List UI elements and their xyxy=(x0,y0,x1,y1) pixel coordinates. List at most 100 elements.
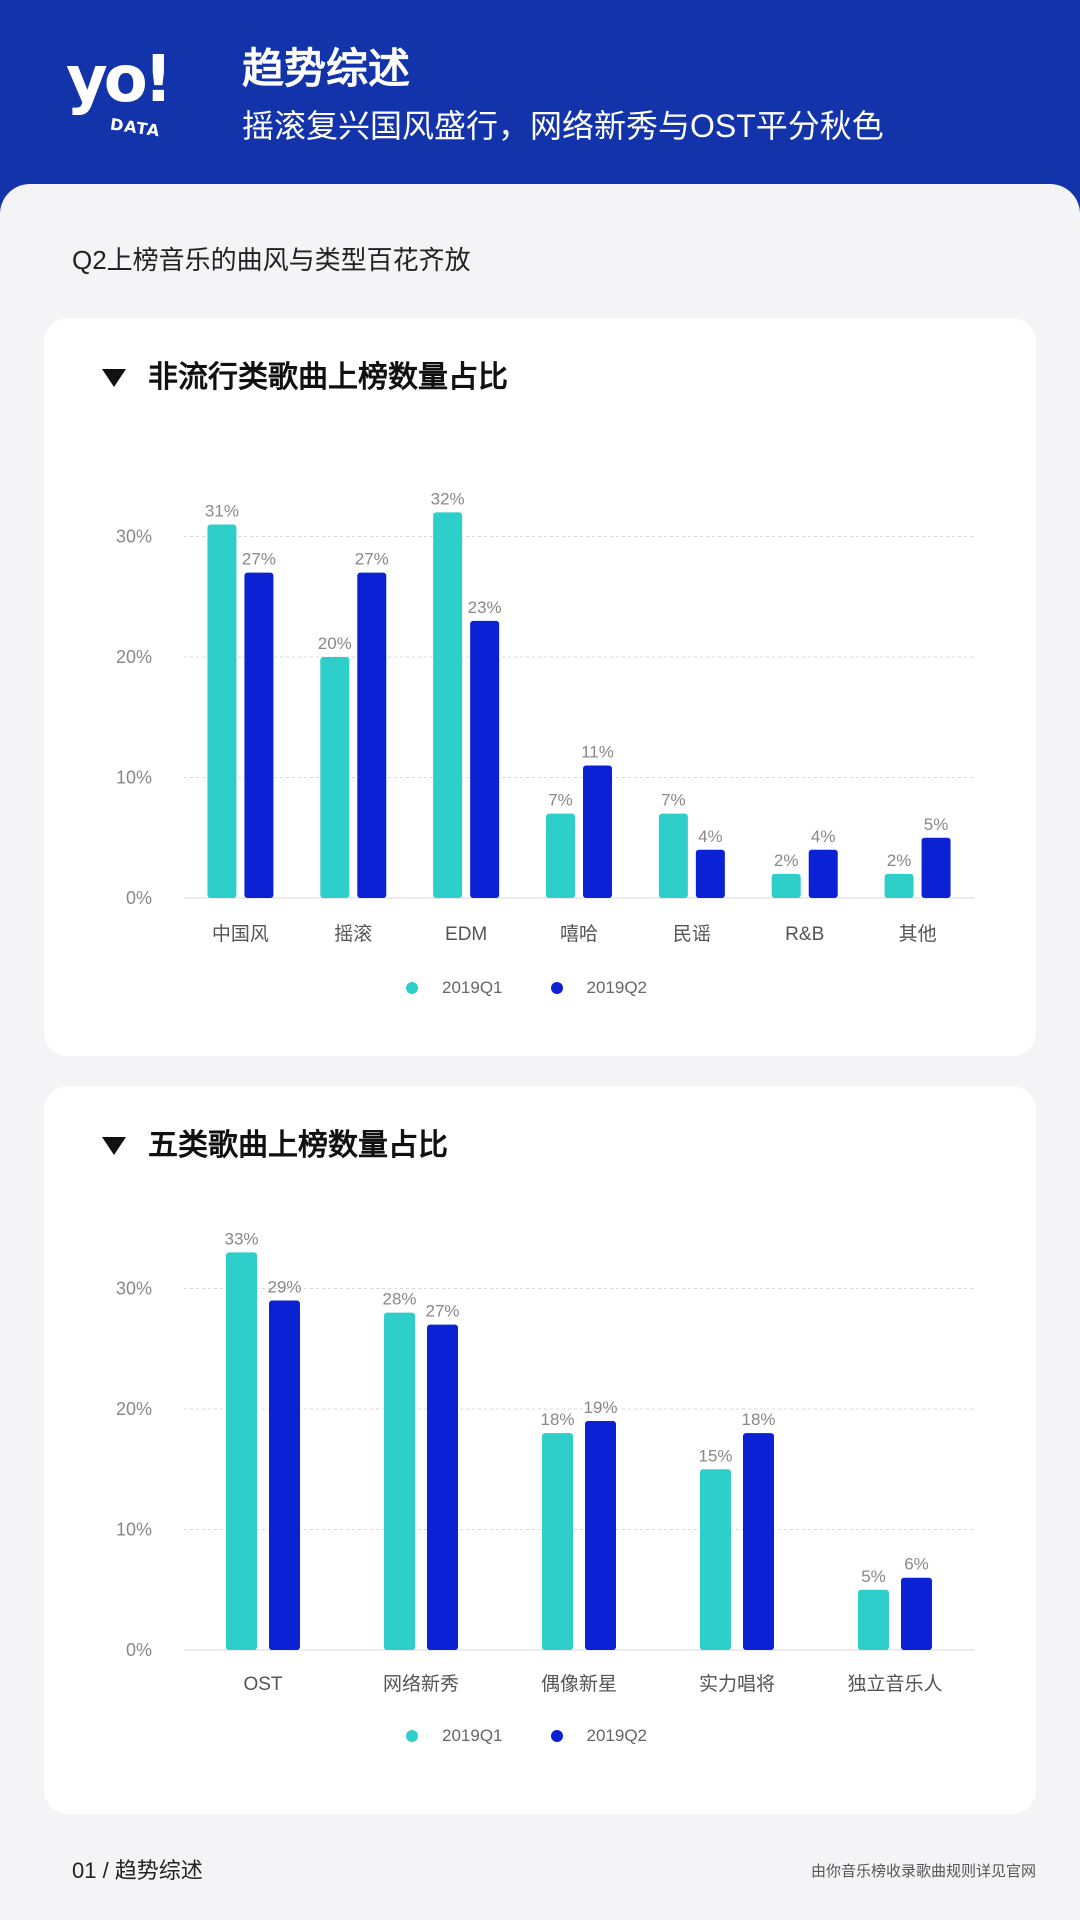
data-label: 27% xyxy=(425,1302,459,1321)
legend-dot-q2 xyxy=(550,1730,563,1742)
data-label: 5% xyxy=(861,1567,886,1586)
data-label: 2% xyxy=(774,851,799,870)
bar xyxy=(357,572,387,898)
data-label: 18% xyxy=(741,1410,775,1429)
chart-title-text: 五类歌曲上榜数量占比 xyxy=(148,1129,448,1162)
triangle-down-icon xyxy=(102,369,126,387)
data-label: 29% xyxy=(267,1278,301,1297)
footer-note: 由你音乐榜收录歌曲规则详见官网 xyxy=(810,1863,1036,1880)
bar-chart-genre: 0% 10% 20% 30% 31% 27% 中国风 20% 27% 摇滚 32% 23% EDM 7% 1… xyxy=(116,489,974,945)
chart-legend: 2019Q1 2019Q2 xyxy=(406,978,695,998)
legend-item-q2: 2019Q2 xyxy=(550,1726,648,1746)
bar xyxy=(546,813,575,898)
y-tick-label: 0% xyxy=(126,1640,152,1660)
legend-item-q1: 2019Q1 xyxy=(406,1726,503,1746)
data-label: 5% xyxy=(924,815,949,834)
legend-label-q2: 2019Q2 xyxy=(586,978,648,997)
data-label: 7% xyxy=(548,791,573,810)
y-tick-label: 0% xyxy=(126,888,152,908)
data-label: 15% xyxy=(698,1446,732,1465)
x-tick-label: EDM xyxy=(445,924,487,945)
y-tick-label: 20% xyxy=(116,647,152,667)
x-tick-label: 嘻哈 xyxy=(560,923,598,945)
bar xyxy=(320,657,350,898)
chart-card-genre: 非流行类歌曲上榜数量占比 0% 10% 20% 30% 31% 27% 中国风 20% 27% 摇… xyxy=(44,318,1036,1056)
bar xyxy=(700,1469,731,1650)
x-tick-label: R&B xyxy=(785,924,824,945)
bar xyxy=(771,873,801,898)
footer-page-label: 01 / 趋势综述 xyxy=(72,1858,203,1883)
bar xyxy=(433,512,463,898)
x-tick-label: 中国风 xyxy=(212,923,269,945)
data-label: 19% xyxy=(583,1398,617,1417)
y-tick-label: 20% xyxy=(116,1399,152,1419)
bar xyxy=(585,1421,616,1650)
data-label: 27% xyxy=(242,550,276,569)
page-title: 趋势综述 xyxy=(242,45,411,92)
x-tick-label: 摇滚 xyxy=(334,923,372,945)
data-label: 23% xyxy=(468,598,502,617)
chart-title: 五类歌曲上榜数量占比 xyxy=(102,1126,448,1166)
chart-legend: 2019Q1 2019Q2 xyxy=(406,1726,695,1746)
legend-dot-q1 xyxy=(406,982,418,994)
x-tick-label: 其他 xyxy=(899,923,937,945)
data-label: 27% xyxy=(355,550,389,569)
y-tick-label: 10% xyxy=(116,768,152,788)
bar xyxy=(901,1577,932,1650)
bar xyxy=(921,837,951,898)
data-label: 18% xyxy=(540,1410,574,1429)
bar xyxy=(743,1433,774,1650)
data-label: 33% xyxy=(224,1229,258,1248)
data-label: 2% xyxy=(887,851,912,870)
bar xyxy=(695,849,725,898)
data-label: 32% xyxy=(431,489,465,508)
bar xyxy=(470,620,500,898)
triangle-down-icon xyxy=(102,1137,126,1155)
bar xyxy=(269,1300,300,1650)
legend-label-q1: 2019Q1 xyxy=(442,1726,503,1745)
legend-item-q2: 2019Q2 xyxy=(550,978,648,998)
data-label: 7% xyxy=(661,791,686,810)
bar xyxy=(858,1589,889,1650)
x-tick-label: 偶像新星 xyxy=(541,1673,617,1695)
bar xyxy=(583,765,612,898)
data-label: 11% xyxy=(581,742,614,761)
data-label: 4% xyxy=(698,827,723,846)
header: yo! DATA 趋势综述 摇滚复兴国风盛行，网络新秀与OST平分秋色 xyxy=(0,0,1080,200)
y-tick-label: 30% xyxy=(116,1279,152,1299)
data-label: 31% xyxy=(205,501,239,520)
bar xyxy=(244,572,274,898)
legend-label-q2: 2019Q2 xyxy=(586,1726,648,1745)
bar xyxy=(542,1433,573,1650)
x-tick-label: 独立音乐人 xyxy=(847,1673,942,1695)
chart-title-text: 非流行类歌曲上榜数量占比 xyxy=(148,361,508,394)
y-tick-label: 30% xyxy=(116,527,152,547)
x-tick-label: 民谣 xyxy=(673,923,711,945)
x-tick-label: 网络新秀 xyxy=(383,1673,459,1695)
bar xyxy=(207,524,237,898)
legend-label-q1: 2019Q1 xyxy=(442,978,503,997)
bar xyxy=(384,1312,415,1650)
bar xyxy=(658,813,688,898)
section-title: Q2上榜音乐的曲风与类型百花齐放 xyxy=(72,245,471,275)
chart-card-type: 五类歌曲上榜数量占比 0% 10% 20% 30% 33% 29% OST 28% 27% 网络新… xyxy=(44,1086,1036,1814)
bar xyxy=(427,1324,458,1650)
y-tick-label: 10% xyxy=(116,1520,152,1540)
legend-dot-q1 xyxy=(406,1730,418,1742)
data-label: 6% xyxy=(904,1555,929,1574)
page-subtitle: 摇滚复兴国风盛行，网络新秀与OST平分秋色 xyxy=(242,108,884,144)
legend-item-q1: 2019Q1 xyxy=(406,978,503,998)
data-label: 4% xyxy=(811,827,836,846)
bar xyxy=(808,849,838,898)
yo-data-logo: yo! DATA xyxy=(66,40,176,158)
bar xyxy=(226,1252,257,1650)
data-label: 20% xyxy=(318,634,352,653)
bar xyxy=(884,873,914,898)
x-tick-label: 实力唱将 xyxy=(699,1673,775,1695)
logo-mark: yo! xyxy=(66,43,173,117)
bar-chart-type: 0% 10% 20% 30% 33% 29% OST 28% 27% 网络新秀 18% 19% 偶像新星… xyxy=(116,1229,974,1695)
legend-dot-q2 xyxy=(550,982,563,994)
data-label: 28% xyxy=(382,1290,416,1309)
x-tick-label: OST xyxy=(243,1674,282,1695)
chart-title: 非流行类歌曲上榜数量占比 xyxy=(102,358,508,398)
